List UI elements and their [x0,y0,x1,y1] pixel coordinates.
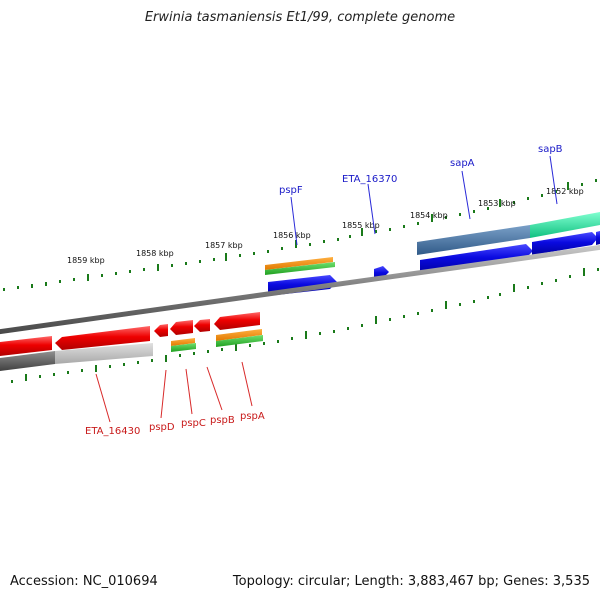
gene-label-pspC: pspC [181,418,206,429]
kbp-label: 1857 kbp [205,241,243,250]
kbp-labels: 1859 kbp 1858 kbp 1857 kbp 1856 kbp 1855… [67,187,584,265]
genome-title: Erwinia tasmaniensis Et1/99, complete ge… [144,10,456,25]
kbp-label: 1859 kbp [67,256,105,265]
genome-summary-text: Topology: circular; Length: 3,883,467 bp… [232,574,590,589]
cds-arrow-pspD [154,324,168,337]
top-gene-labels: pspF ETA_16370 sapA sapB [279,144,563,246]
cds-arrow-pspB [194,319,210,332]
forward-features [265,212,600,296]
gene-label-pspB: pspB [210,415,235,426]
light-grey-track-bar [55,343,153,364]
green-track-bar [265,262,335,275]
cds-arrow-pspA [214,312,260,330]
gene-label-ETA_16430: ETA_16430 [85,426,140,437]
cds-arrow-pspC [170,320,193,335]
kbp-label: 1855 kbp [342,221,380,230]
teal-track-bar [530,212,600,238]
lower-tick-ring [11,268,599,383]
orange-track-bar [216,329,262,341]
dark-grey-track-bar [0,351,55,371]
kbp-label: 1858 kbp [136,249,174,258]
gene-label-ETA_16370: ETA_16370 [342,174,397,185]
orange-track-bar [171,338,195,346]
kbp-label: 1856 kbp [273,231,311,240]
cds-arrow-next [596,231,600,245]
green-track-bar [216,335,263,347]
steel-track-bar [417,225,530,255]
kbp-label: 1854 kbp [410,211,448,220]
bottom-gene-labels: ETA_16430 pspD pspC pspB pspA [85,361,265,437]
reverse-features [0,312,263,371]
gene-label-pspA: pspA [240,411,265,422]
kbp-label: 1853 kbp [478,199,516,208]
green-track-bar [171,343,196,352]
gene-label-pspD: pspD [149,422,175,433]
gene-label-sapA: sapA [450,158,475,169]
gene-label-sapB: sapB [538,144,563,155]
accession-text: Accession: NC_010694 [10,574,158,589]
cds-arrow-left-edge [0,336,52,356]
cds-arrow-ETA_16430 [55,326,150,350]
genome-backbone [0,244,600,335]
orange-track-bar [265,257,333,270]
upper-tick-ring [3,179,597,291]
kbp-label: 1852 kbp [546,187,584,196]
cds-arrow-sapB [532,232,598,255]
gene-label-pspF: pspF [279,185,303,196]
